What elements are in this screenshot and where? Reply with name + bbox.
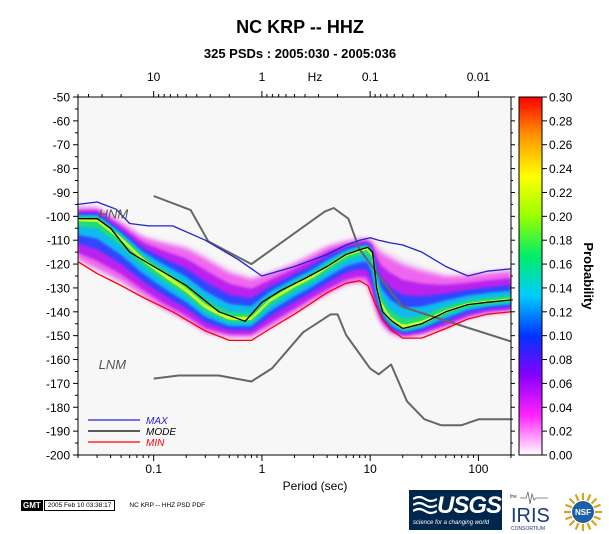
y-tick-label: -150 [46,329,70,343]
usgs-tagline: science for a changing world [413,520,490,526]
gmt-stamp: 2005 Feb 10 03:38:17 [43,500,116,511]
iris-logo: the IRIS CONSORTIUM [510,491,550,532]
usgs-name: USGS [437,492,502,519]
y-tick-label: -160 [46,353,70,367]
usgs-wave-icon [413,495,437,515]
colorbar-tick-label: 0.10 [549,329,573,343]
nsf-logo: NSF [564,493,602,531]
colorbar: 0.00 0.02 0.04 0.06 0.08 0.10 0.12 0.14 0.16 0.18… [518,91,596,463]
colorbar-tick-label: 0.12 [549,305,573,319]
nsf-ray [593,503,601,509]
nsf-ray [568,497,576,505]
gmt-note: NC KRP -- HHZ PSD PDF [129,502,206,509]
nsf-ray [565,503,573,509]
colorbar-tick-label: 0.06 [549,377,573,391]
series-lines [78,195,511,427]
y-tick-label: -130 [46,281,70,295]
chart-title: NC KRP -- HHZ [236,17,364,37]
colorbar-tick-label: 0.14 [549,281,573,295]
plot-area [77,96,512,456]
footer: GMT 2005 Feb 10 03:38:17 NC KRP -- HHZ P… [0,490,609,534]
legend-label: MIN [146,438,165,449]
top-tick-label: 0.1 [362,70,379,84]
chart-subtitle: 325 PSDs : 2005:030 - 2005:036 [204,46,396,61]
series-line-max [78,201,511,277]
colorbar-tick-label: 0.28 [549,114,573,128]
nsf-name: NSF [575,508,591,517]
series-line-min [78,261,511,342]
density-band-blue [78,213,511,334]
colorbar-gradient [518,96,543,456]
nsf-rays-icon [564,493,602,531]
colorbar-tick-label: 0.26 [549,138,573,152]
colorbar-tick-label: 0.04 [549,401,573,415]
nsf-ray [593,515,601,521]
y-tick-label: -110 [47,234,70,248]
colorbar-tick-label: 0.08 [549,353,573,367]
y-tick-label: -170 [46,377,70,391]
top-axis-unit: Hz [308,70,323,84]
nsf-ray [574,522,580,530]
colorbar-tick-label: 0.24 [549,162,573,176]
colorbar-tick-label: 0.00 [549,449,573,463]
colorbar-tick-label: 0.20 [549,210,573,224]
model-label-lnm: LNM [99,357,127,372]
nsf-ray [574,494,580,502]
series-line-lnm [153,313,511,427]
series-line-mode [78,218,511,330]
top-tick-label: 10 [147,70,161,84]
nsf-ray [590,519,598,527]
y-tick-label: -120 [46,258,70,272]
top-axis: 10 1 0.1 0.01 [77,70,491,97]
x-tick-label: 1 [259,462,266,476]
probability-density [78,206,511,339]
y-tick-label: -100 [46,210,70,224]
iris-name: IRIS [511,505,550,527]
series-line-hnm [153,195,511,343]
legend-label: MAX [146,416,168,427]
gmt-timestamp: GMT 2005 Feb 10 03:38:17 NC KRP -- HHZ P… [21,500,205,511]
nsf-ray [590,497,598,505]
colorbar-tick-label: 0.16 [549,258,573,272]
usgs-logo: USGS science for a changing world [409,490,502,530]
x-tick-label: 0.1 [145,462,162,476]
colorbar-tick-label: 0.18 [549,234,573,248]
iris-sub: CONSORTIUM [511,526,545,532]
y-tick-label: -80 [53,162,71,176]
y-tick-label: -200 [46,449,70,463]
nsf-ray [586,494,592,502]
colorbar-ticks: 0.00 0.02 0.04 0.06 0.08 0.10 0.12 0.14 0.16 0.18… [542,91,573,463]
model-labels: HNM LNM [99,207,129,372]
x-tick-label: 10 [363,462,377,476]
x-axis-label: Period (sec) [283,479,348,493]
x-tick-label: 100 [468,462,488,476]
top-tick-label: 1 [259,70,266,84]
y-tick-label: -90 [53,186,71,200]
nsf-ray [586,522,592,530]
y-tick-label: -180 [46,401,70,415]
nsf-ray [565,515,573,521]
y-axis: -50 -60 -70 -80 -90 -100 -110 -120 -130 -140 -150 -… [46,91,515,463]
top-tick-label: 0.01 [467,70,491,84]
y-tick-label: -70 [53,138,71,152]
x-axis: 0.1 1 10 100 [77,455,512,476]
colorbar-label: Probability [581,242,596,310]
y-tick-label: -190 [46,425,70,439]
model-label-hnm: HNM [99,207,129,222]
gmt-logo: GMT [21,500,43,511]
iris-the: the [510,494,517,500]
y-tick-label: -50 [53,91,71,105]
y-tick-label: -140 [46,305,70,319]
colorbar-tick-label: 0.02 [549,425,573,439]
y-tick-label: -60 [53,114,71,128]
nsf-ray [568,519,576,527]
colorbar-tick-label: 0.22 [549,186,573,200]
legend-label: MODE [146,427,176,438]
colorbar-tick-label: 0.30 [549,91,573,105]
